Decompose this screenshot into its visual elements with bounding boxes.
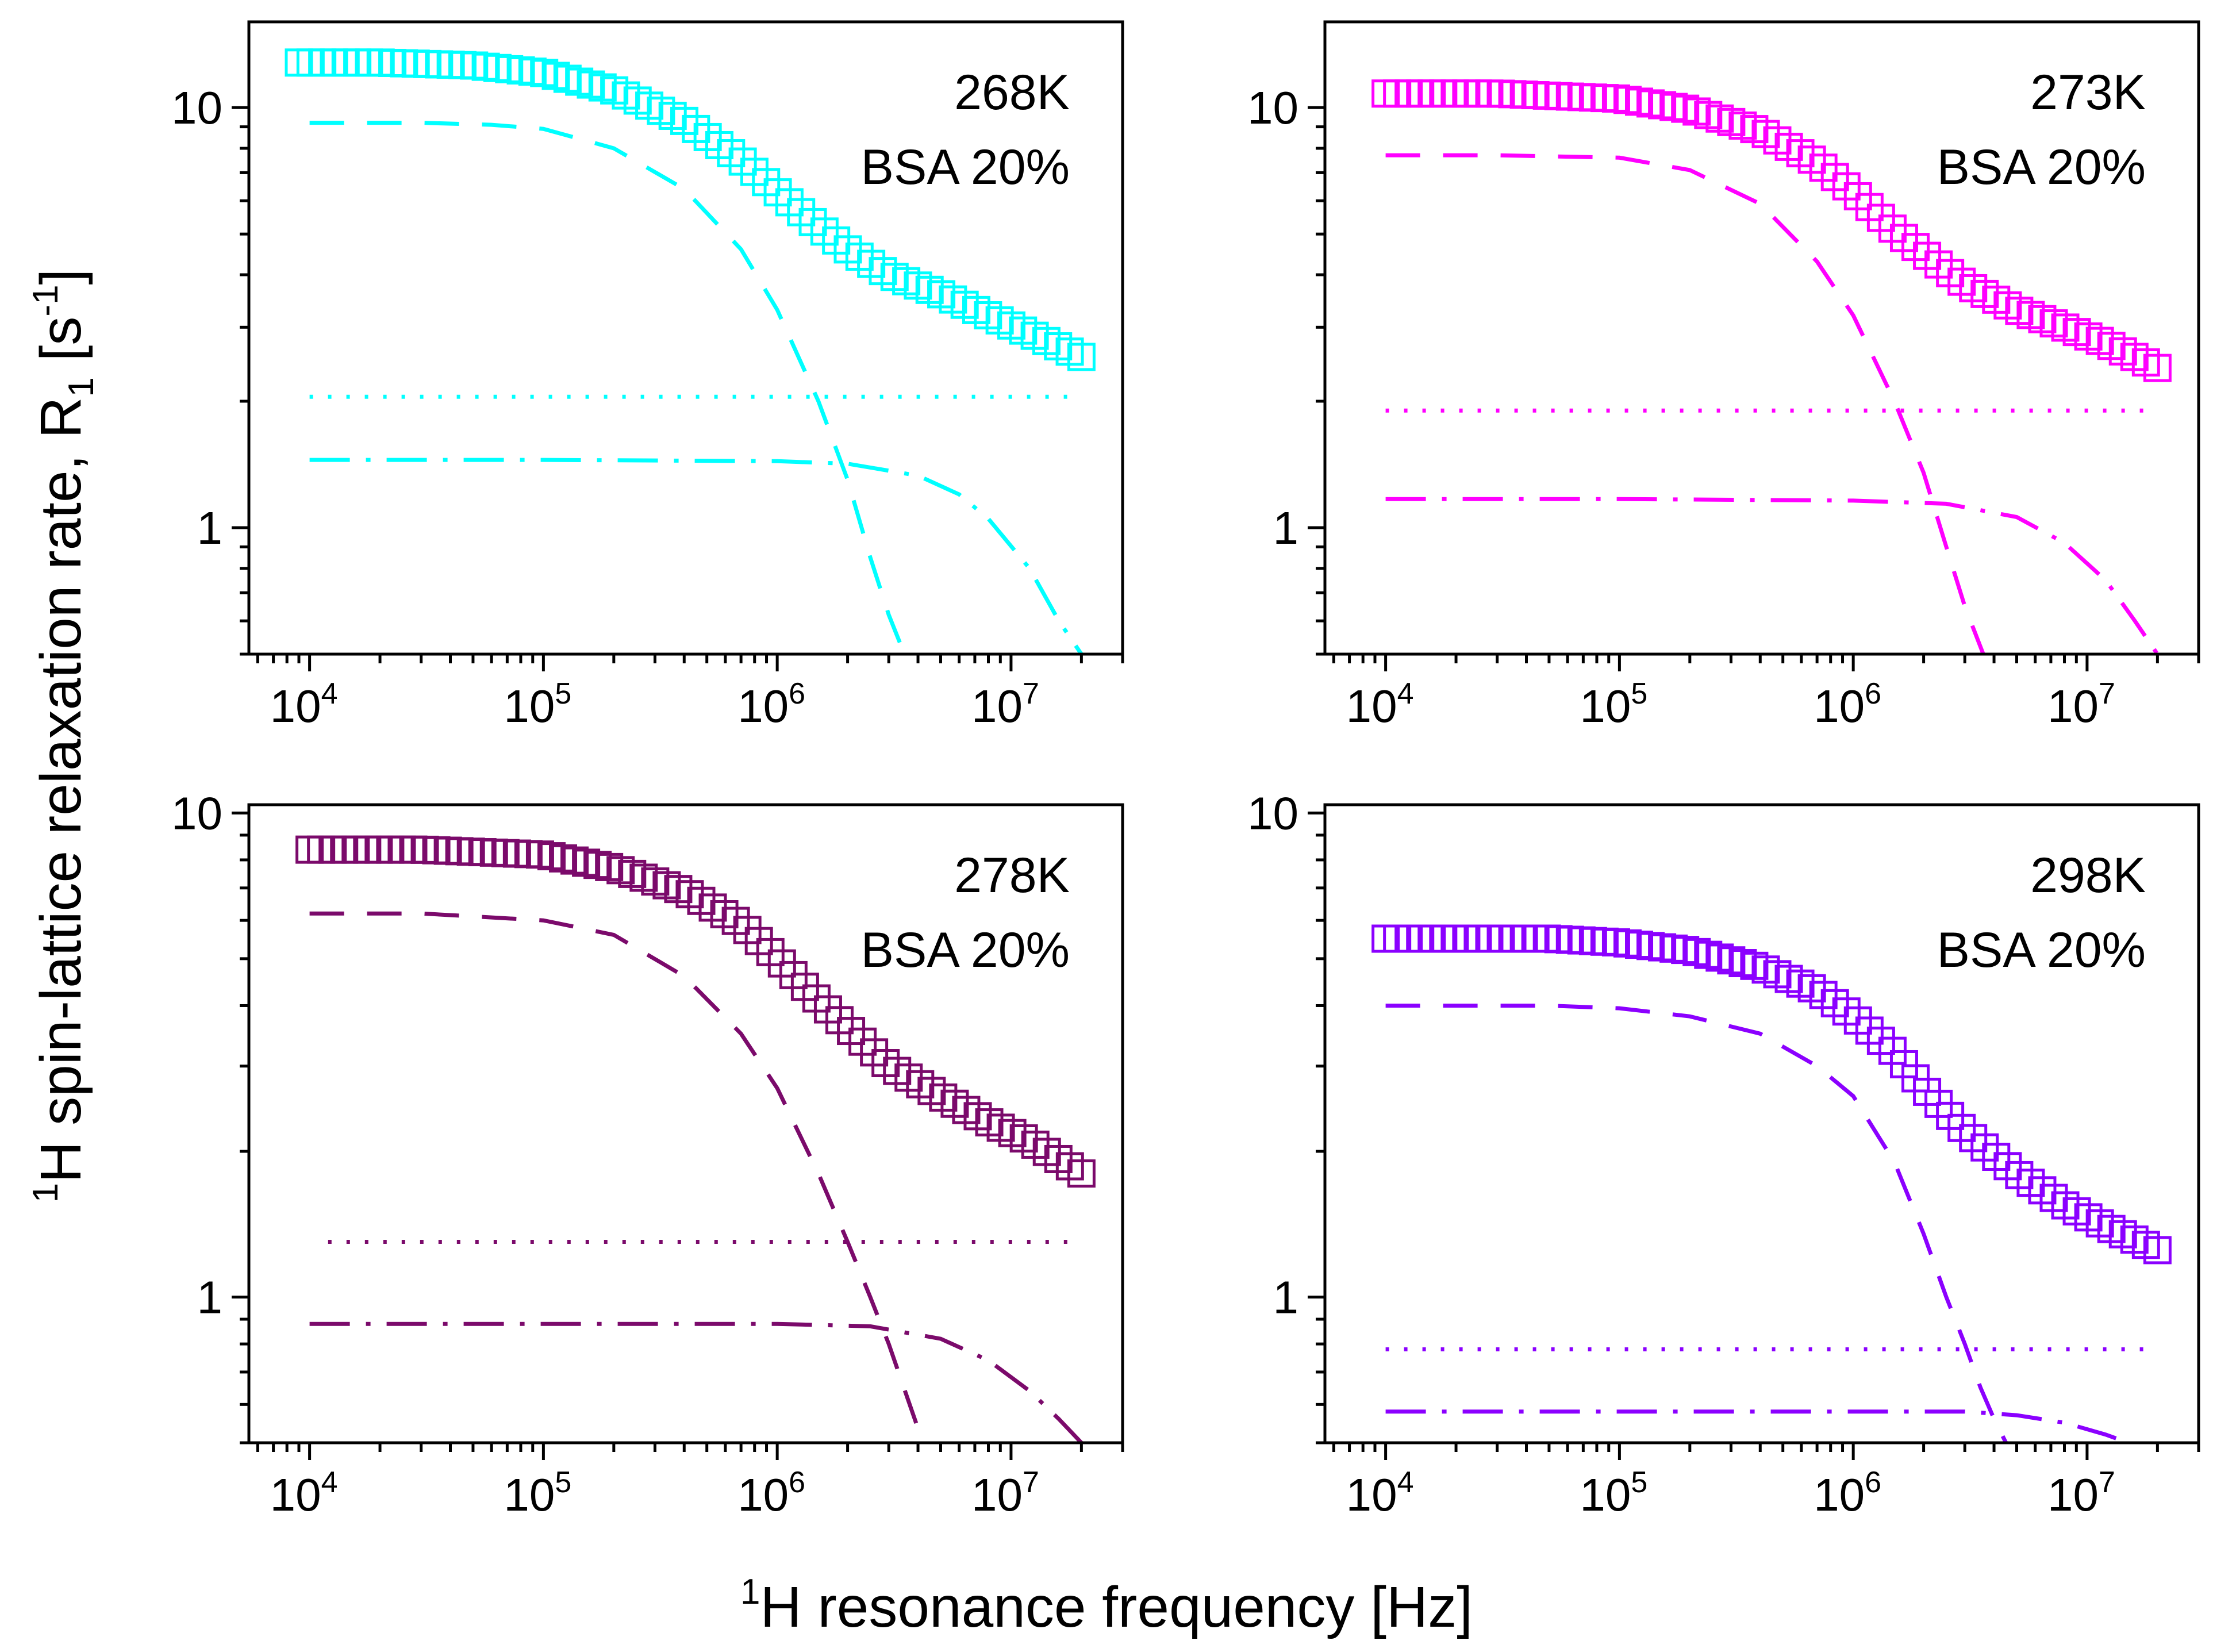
x-tick-label-base: 10 [2047,681,2099,732]
x-tick-label-exponent: 5 [1631,677,1647,710]
x-tick-label-exponent: 7 [2099,677,2115,710]
plot-frame [247,803,1124,1444]
x-tick-label: 107 [971,677,1039,732]
x-tick-label-exponent: 7 [1023,1466,1039,1499]
x-tick-label-base: 10 [2047,1469,2099,1520]
panel-annotation: 268K [954,65,1070,120]
x-tick-label: 104 [270,1466,338,1520]
data-point-marker [1067,1159,1096,1188]
x-tick-label-exponent: 5 [555,1466,571,1499]
x-tick-label-base: 10 [1346,1469,1397,1520]
x-tick-label-exponent: 4 [321,1466,338,1499]
x-tick-label-exponent: 4 [1397,1466,1414,1499]
series-dashdot-line [1385,497,2160,654]
y-axis-title-main: H spin-lattice relaxation rate, R [29,397,93,1183]
x-axis-title-superscript: 1 [740,1572,760,1612]
plot-area [285,48,1096,654]
y-tick-label: 10 [1247,787,1298,839]
y-tick-label: 1 [197,1271,223,1323]
x-tick-label: 104 [1346,677,1414,732]
x-tick-label: 106 [1814,677,1881,732]
panel-annotation: 273K [2030,65,2146,120]
x-tick-label: 107 [2047,677,2115,732]
x-tick-label: 106 [737,677,805,732]
series-dashed-line [1385,1004,2008,1443]
y-tick-label: 1 [197,502,223,554]
x-tick-label-base: 10 [971,681,1023,732]
x-axis-title: 1H resonance frequency [Hz] [740,1572,1473,1639]
x-tick-label-base: 10 [737,681,789,732]
series-dashed-line [309,121,906,654]
x-tick-label: 105 [1580,1466,1647,1520]
data-point-marker [2143,354,2172,382]
x-tick-label-exponent: 7 [1023,677,1039,710]
panel-annotation: BSA 20% [861,923,1070,978]
data-point-marker [2143,1236,2172,1265]
x-tick-label: 104 [270,677,338,732]
y-axis-title-subscript: 1 [62,377,101,397]
x-tick-label-exponent: 5 [555,677,571,710]
panel-annotation: 298K [2030,848,2146,903]
x-tick-label: 104 [1346,1466,1414,1520]
x-tick-label-exponent: 6 [789,677,805,710]
x-tick-label-base: 10 [1346,681,1397,732]
y-axis-title-units-superscript: -1 [26,285,66,316]
x-tick-label: 105 [504,677,571,732]
y-tick-label: 10 [1247,82,1298,133]
plot-area [1371,924,2172,1443]
y-tick-label: 10 [171,787,222,839]
x-tick-label-base: 10 [270,681,321,732]
x-tick-label-base: 10 [1814,1469,1865,1520]
x-tick-label-base: 10 [737,1469,789,1520]
plot-frame [247,20,1124,656]
x-axis-title-main: H resonance frequency [Hz] [760,1575,1473,1639]
x-tick-label-base: 10 [1814,681,1865,732]
x-tick-label: 105 [504,1466,571,1520]
series-dashdot-line [1385,1409,2129,1443]
y-axis-title-units: [s [29,317,93,378]
x-tick-label-base: 10 [504,681,555,732]
y-tick-label: 1 [1273,1271,1299,1323]
x-tick-label-exponent: 4 [321,677,338,710]
y-tick-label: 10 [171,82,222,133]
x-tick-label-exponent: 6 [1865,1466,1881,1499]
plot-frame [1323,20,2200,656]
y-tick-label: 1 [1273,502,1299,554]
series-dashdot-line [309,1321,1083,1443]
x-tick-label: 105 [1580,677,1647,732]
x-tick-label-base: 10 [971,1469,1023,1520]
plot-frame [1323,803,2200,1444]
y-axis-title: 1H spin-lattice relaxation rate, R1 [s-1… [26,269,101,1203]
y-axis-title-superscript: 1 [26,1183,66,1202]
panel-annotation: BSA 20% [1937,140,2146,195]
series-dashed-line [309,911,925,1443]
panel-annotation: BSA 20% [1937,923,2146,978]
plot-area [295,835,1096,1443]
x-tick-label-exponent: 7 [2099,1466,2115,1499]
x-tick-label-base: 10 [504,1469,555,1520]
y-axis-title-units-close: ] [29,269,93,285]
data-point-marker [1067,343,1096,371]
series-dashdot-line [309,458,1084,654]
x-tick-label: 106 [1814,1466,1881,1520]
x-tick-label-base: 10 [1580,681,1631,732]
x-tick-label-exponent: 6 [1865,677,1881,710]
panel-annotation: 278K [954,848,1070,903]
x-tick-label: 107 [2047,1466,2115,1520]
x-tick-label: 106 [737,1466,805,1520]
plot-area [1371,79,2172,654]
panel-annotation: BSA 20% [861,140,1070,195]
x-tick-label-exponent: 4 [1397,677,1414,710]
x-tick-label-base: 10 [270,1469,321,1520]
x-tick-label-exponent: 5 [1631,1466,1647,1499]
x-tick-label-exponent: 6 [789,1466,805,1499]
x-tick-label-base: 10 [1580,1469,1631,1520]
x-tick-label: 107 [971,1466,1039,1520]
